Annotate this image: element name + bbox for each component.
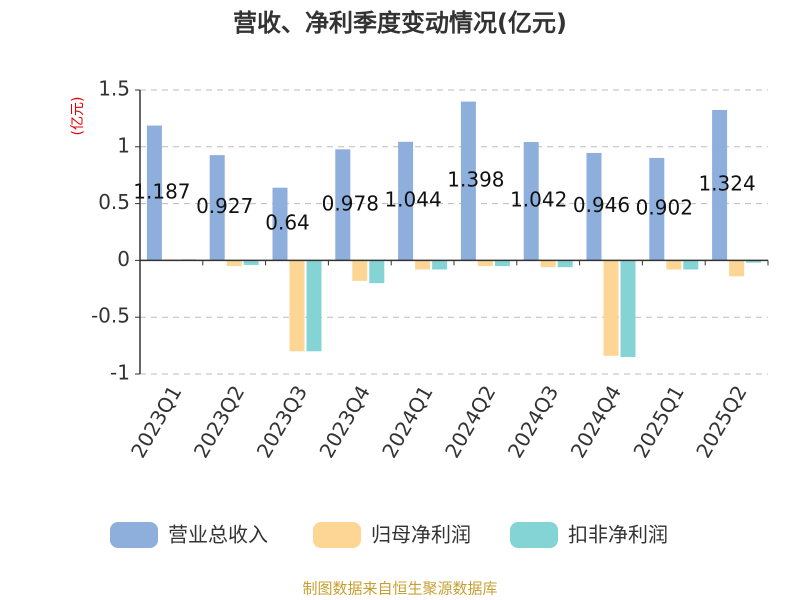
y-tick-label: 0 bbox=[117, 247, 130, 271]
bar bbox=[272, 187, 288, 261]
x-tick-label: 2023Q2 bbox=[189, 381, 249, 462]
legend-label: 归母净利润 bbox=[371, 523, 471, 547]
bar bbox=[620, 260, 636, 357]
x-tick-label: 2024Q3 bbox=[503, 381, 563, 462]
bar bbox=[729, 260, 745, 277]
x-tick-label: 2024Q1 bbox=[377, 381, 437, 462]
x-tick-label: 2024Q2 bbox=[440, 381, 500, 462]
x-tick-label: 2023Q4 bbox=[314, 381, 374, 462]
data-label: 0.64 bbox=[265, 211, 310, 235]
data-label: 1.324 bbox=[698, 172, 755, 196]
source-note: 制图数据来自恒生聚源数据库 bbox=[302, 580, 497, 598]
legend-swatch bbox=[510, 522, 558, 548]
bar bbox=[335, 149, 351, 261]
bar bbox=[649, 157, 665, 261]
bar bbox=[460, 101, 476, 261]
bar bbox=[712, 109, 728, 261]
y-tick-label: 1 bbox=[117, 133, 130, 157]
bar bbox=[398, 141, 414, 261]
bar bbox=[523, 142, 539, 261]
bar bbox=[352, 260, 368, 281]
bar bbox=[369, 260, 385, 284]
data-label: 1.042 bbox=[510, 188, 567, 212]
data-label: 1.398 bbox=[447, 167, 504, 191]
bar bbox=[289, 260, 305, 352]
bar bbox=[415, 260, 431, 270]
x-tick-label: 2025Q2 bbox=[691, 381, 751, 462]
data-label: 0.946 bbox=[573, 193, 630, 217]
y-axis-label: (亿元) bbox=[70, 97, 86, 136]
chart-title: 营收、净利季度变动情况(亿元) bbox=[233, 9, 567, 37]
data-label: 1.187 bbox=[133, 179, 190, 203]
x-tick-label: 2025Q1 bbox=[628, 381, 688, 462]
bar bbox=[306, 260, 322, 352]
x-tick-label: 2023Q1 bbox=[126, 381, 186, 462]
y-tick-label: 1.5 bbox=[98, 77, 130, 101]
bar bbox=[243, 260, 259, 265]
bar bbox=[146, 125, 162, 261]
legend-label: 营业总收入 bbox=[168, 523, 268, 547]
legend-swatch bbox=[313, 522, 361, 548]
bar bbox=[666, 260, 682, 270]
x-tick-label: 2023Q3 bbox=[252, 381, 312, 462]
x-tick-label: 2024Q4 bbox=[566, 381, 626, 462]
bar bbox=[586, 152, 602, 261]
bar bbox=[683, 260, 699, 270]
bar bbox=[494, 260, 510, 267]
legend-swatch bbox=[110, 522, 158, 548]
data-label: 0.927 bbox=[196, 194, 253, 218]
legend-label: 扣非净利润 bbox=[568, 523, 668, 547]
bar bbox=[557, 260, 573, 268]
bar bbox=[540, 260, 556, 268]
y-tick-label: 0.5 bbox=[98, 190, 130, 214]
data-label: 0.978 bbox=[322, 191, 379, 215]
y-tick-label: -1 bbox=[110, 361, 130, 385]
bar bbox=[603, 260, 619, 356]
bar bbox=[226, 260, 242, 267]
bar bbox=[209, 155, 225, 261]
data-label: 1.044 bbox=[384, 188, 441, 212]
bar bbox=[746, 260, 762, 263]
bar bbox=[432, 260, 448, 270]
bar bbox=[477, 260, 493, 267]
data-label: 0.902 bbox=[636, 196, 693, 220]
y-tick-label: -0.5 bbox=[91, 304, 130, 328]
